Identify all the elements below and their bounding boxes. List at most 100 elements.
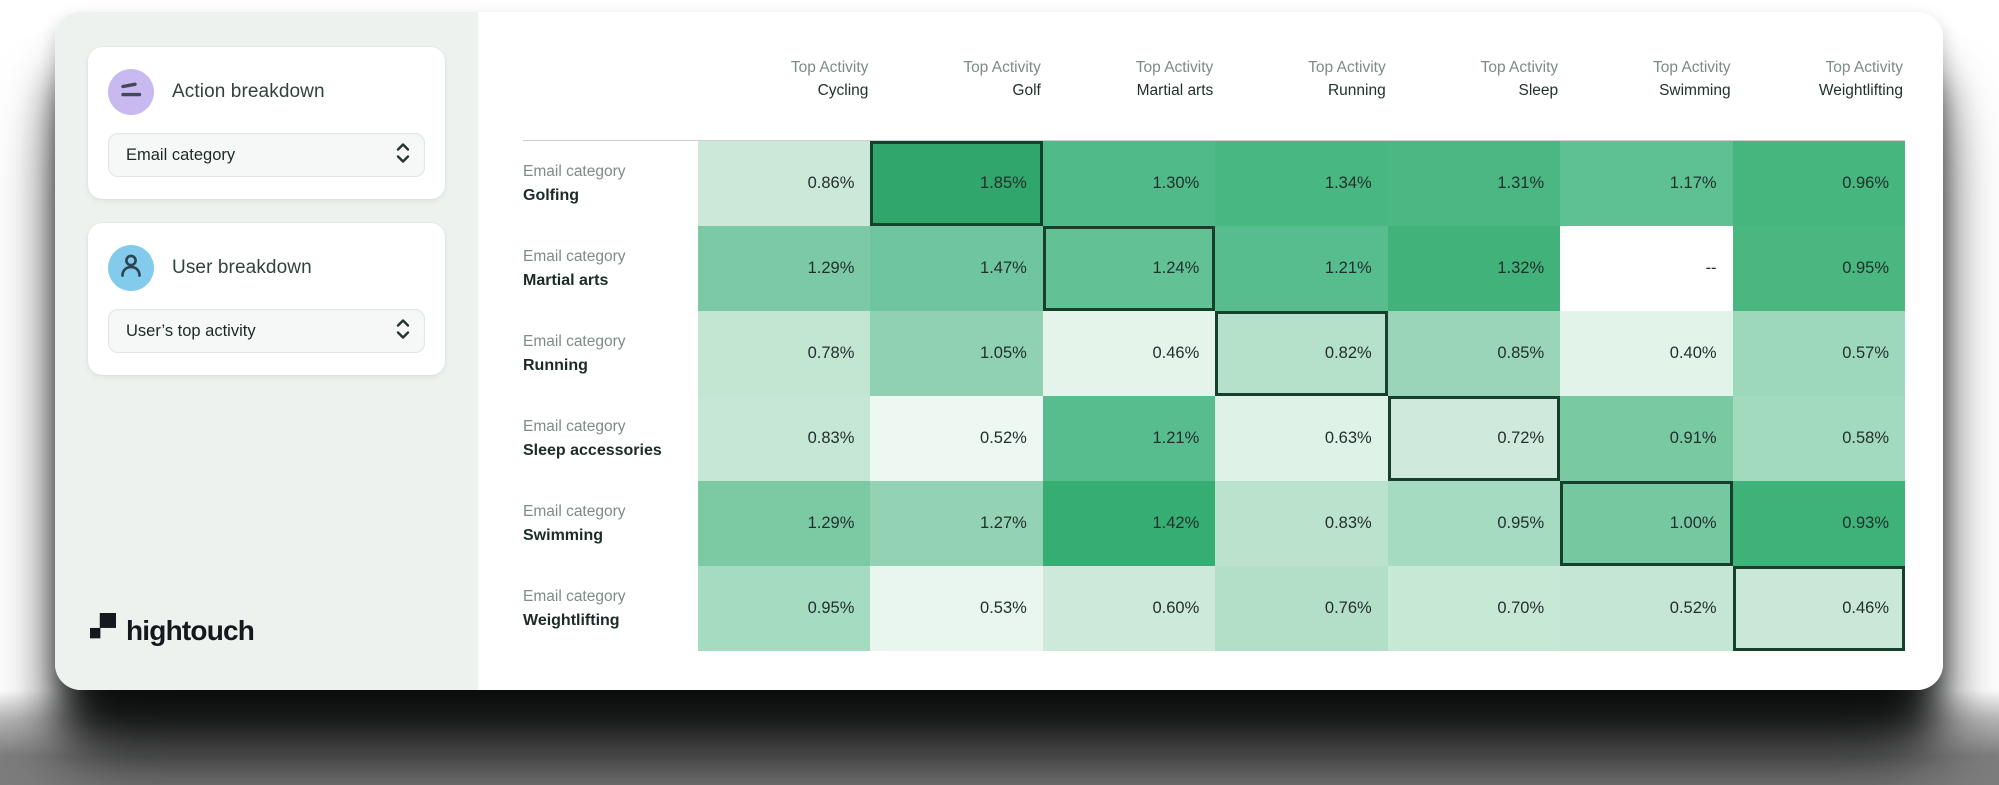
row-label-running: Email category Running [523, 311, 698, 396]
heatmap-cell[interactable]: 1.21% [1215, 226, 1388, 311]
heatmap-row-martial-arts: Email category Martial arts 1.29% 1.47% 1.24… [523, 226, 1905, 311]
sidebar: Action breakdown Email category [55, 12, 478, 690]
heatmap-row-sleep-accessories: Email category Sleep accessories 0.83% 0.52… [523, 396, 1905, 481]
column-header-name: Cycling [817, 82, 869, 99]
heatmap-cell[interactable]: 0.53% [870, 566, 1043, 651]
heatmap-cell[interactable]: -- [1560, 226, 1733, 311]
heatmap-cell[interactable]: 0.95% [1387, 481, 1561, 566]
heatmap: Top Activity Cycling Top Activity Golf Top A… [523, 48, 1905, 651]
heatmap-cell[interactable]: 1.29% [698, 481, 871, 566]
column-header-name: Martial arts [1136, 82, 1214, 99]
row-label-prefix: Email category [523, 417, 626, 435]
column-header-prefix: Top Activity [1135, 59, 1214, 76]
heatmap-cell[interactable]: 1.17% [1560, 141, 1733, 226]
column-header-swimming: Top Activity Swimming [1560, 48, 1732, 140]
heatmap-cell[interactable]: 0.70% [1387, 566, 1561, 651]
main-content: Top Activity Cycling Top Activity Golf Top A… [478, 12, 1943, 690]
heatmap-cell[interactable]: 1.05% [870, 311, 1043, 396]
heatmap-cell[interactable]: 1.00% [1560, 481, 1733, 566]
heatmap-cell[interactable]: 0.83% [698, 396, 871, 481]
column-header-martial-arts: Top Activity Martial arts [1043, 48, 1215, 140]
user-breakdown-panel: User breakdown User’s top activity [88, 223, 445, 375]
heatmap-corner [523, 48, 698, 140]
heatmap-cell[interactable]: 0.60% [1042, 566, 1216, 651]
heatmap-cell[interactable]: 0.96% [1732, 141, 1905, 226]
heatmap-cell[interactable]: 0.40% [1560, 311, 1733, 396]
heatmap-cell[interactable]: 0.85% [1387, 311, 1561, 396]
column-header-name: Running [1327, 82, 1386, 99]
row-label-name: Running [523, 356, 588, 374]
row-label-name: Sleep accessories [523, 441, 662, 459]
hightouch-logo-text: hightouch [126, 615, 255, 646]
heatmap-cell[interactable]: 1.32% [1387, 226, 1561, 311]
heatmap-cell[interactable]: 0.72% [1387, 396, 1561, 481]
row-label-name: Golfing [523, 186, 579, 204]
heatmap-cell[interactable]: 0.82% [1215, 311, 1388, 396]
heatmap-cell[interactable]: 0.46% [1042, 311, 1216, 396]
column-header-prefix: Top Activity [1653, 59, 1731, 76]
heatmap-cell[interactable]: 0.57% [1732, 311, 1905, 396]
heatmap-cell[interactable]: 0.58% [1732, 396, 1905, 481]
heatmap-cell[interactable]: 0.63% [1215, 396, 1388, 481]
row-label-prefix: Email category [523, 332, 626, 350]
user-breakdown-select-value: User’s top activity [126, 321, 256, 340]
heatmap-cell[interactable]: 1.21% [1042, 396, 1216, 481]
heatmap-cell[interactable]: 0.52% [870, 396, 1043, 481]
row-label-weightlifting: Email category Weightlifting [523, 566, 698, 651]
row-label-prefix: Email category [523, 162, 626, 180]
heatmap-cell[interactable]: 0.95% [698, 566, 871, 651]
heatmap-row-running: Email category Running 0.78% 1.05% 0.46% 0.82… [523, 311, 1905, 396]
heatmap-cell[interactable]: 0.52% [1560, 566, 1733, 651]
heatmap-cell[interactable]: 1.47% [870, 226, 1043, 311]
heatmap-row-golfing: Email category Golfing 0.86% 1.85% 1.30% 1.34… [523, 141, 1905, 226]
heatmap-cell[interactable]: 0.46% [1732, 566, 1905, 651]
heatmap-cell[interactable]: 1.34% [1215, 141, 1388, 226]
heatmap-cell[interactable]: 1.24% [1042, 226, 1216, 311]
dashboard-card: Action breakdown Email category [55, 12, 1943, 690]
heatmap-cell[interactable]: 1.31% [1387, 141, 1561, 226]
action-breakdown-header: Action breakdown [108, 69, 425, 115]
row-label-prefix: Email category [523, 587, 626, 605]
user-breakdown-select[interactable]: User’s top activity [108, 309, 425, 353]
row-label-prefix: Email category [523, 247, 626, 265]
column-header-name: Weightlifting [1818, 82, 1903, 99]
column-header-sleep: Top Activity Sleep [1388, 48, 1560, 140]
heatmap-cell[interactable]: 0.91% [1560, 396, 1733, 481]
column-header-prefix: Top Activity [790, 59, 869, 76]
column-header-name: Golf [1012, 82, 1041, 99]
action-breakdown-select-value: Email category [126, 145, 236, 164]
breakdown-bars-icon [108, 67, 154, 118]
column-header-weightlifting: Top Activity Weightlifting [1733, 48, 1905, 140]
hightouch-logo: hightouch [90, 613, 255, 646]
heatmap-cell[interactable]: 0.78% [698, 311, 871, 396]
heatmap-cell[interactable]: 1.27% [870, 481, 1043, 566]
heatmap-cell[interactable]: 0.76% [1215, 566, 1388, 651]
row-label-golfing: Email category Golfing [523, 141, 698, 226]
heatmap-cell[interactable]: 1.42% [1042, 481, 1216, 566]
heatmap-row-swimming: Email category Swimming 1.29% 1.27% 1.42% 0.8… [523, 481, 1905, 566]
row-label-martial-arts: Email category Martial arts [523, 226, 698, 311]
heatmap-cell[interactable]: 0.93% [1732, 481, 1905, 566]
heatmap-cell[interactable]: 0.95% [1732, 226, 1905, 311]
user-icon [108, 243, 154, 294]
heatmap-cell[interactable]: 0.86% [698, 141, 871, 226]
user-breakdown-header: User breakdown [108, 245, 425, 291]
column-header-prefix: Top Activity [963, 59, 1041, 76]
heatmap-cell[interactable]: 0.83% [1215, 481, 1388, 566]
action-breakdown-icon-circle [108, 69, 154, 115]
heatmap-cell[interactable]: 1.30% [1042, 141, 1216, 226]
action-breakdown-title: Action breakdown [172, 81, 325, 102]
row-label-sleep-accessories: Email category Sleep accessories [523, 396, 698, 481]
column-header-cycling: Top Activity Cycling [698, 48, 870, 140]
column-header-prefix: Top Activity [1480, 59, 1559, 76]
heatmap-cell[interactable]: 1.85% [870, 141, 1043, 226]
column-header-golf: Top Activity Golf [870, 48, 1042, 140]
page-background-strip [0, 690, 1999, 785]
row-label-name: Swimming [523, 526, 604, 544]
user-breakdown-title: User breakdown [172, 257, 312, 278]
hightouch-logo-mark-icon [90, 613, 116, 644]
heatmap-row-weightlifting: Email category Weightlifting 0.95% 0.53% 0.6… [523, 566, 1905, 651]
user-breakdown-icon-circle [108, 245, 154, 291]
action-breakdown-select[interactable]: Email category [108, 133, 425, 177]
heatmap-cell[interactable]: 1.29% [698, 226, 871, 311]
